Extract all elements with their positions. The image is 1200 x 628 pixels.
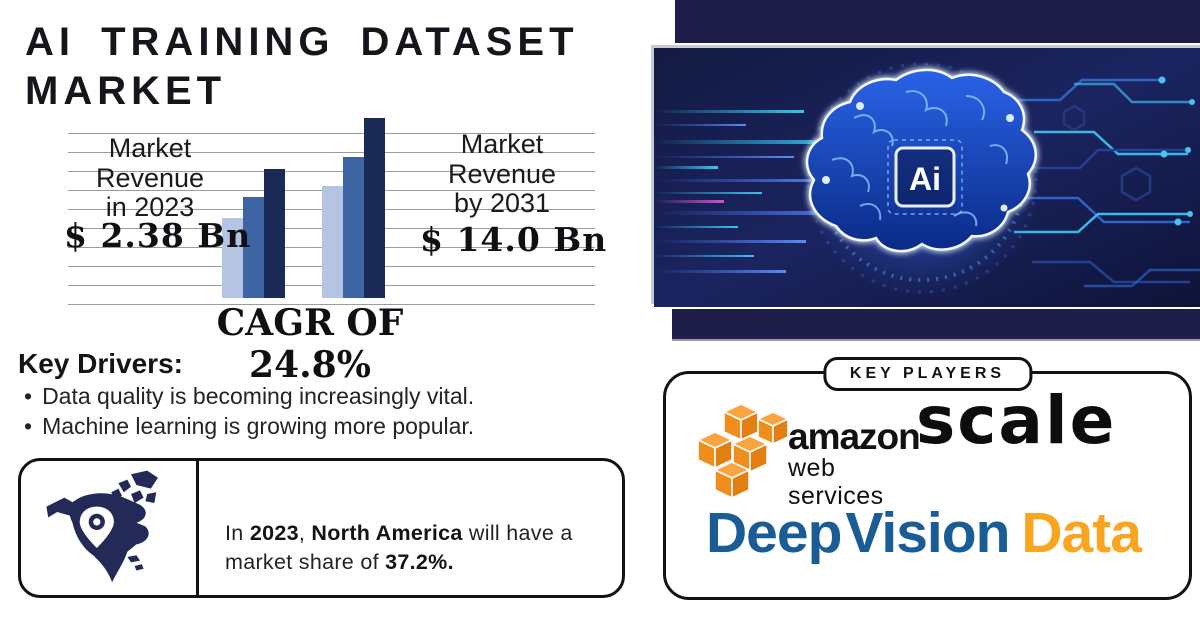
ai-brain-hero-image: Ai [651, 45, 1200, 307]
region-share-value: 37.2%. [385, 549, 454, 574]
region-share-card: In 2023, North America will have a marke… [18, 458, 625, 598]
key-drivers-heading: Key Drivers: [18, 348, 183, 379]
chart-label-2023-l1: Market [108, 133, 192, 163]
aws-cubes-icon [697, 403, 789, 499]
deepvision-word1: Deep [706, 501, 842, 565]
bullet-icon: • [24, 413, 33, 439]
deepvision-data-logo: DeepVision Data [706, 500, 1142, 566]
scale-logo: scale [916, 382, 1117, 459]
revenue-2031-value: $ 14.0 Bn [420, 220, 608, 259]
chart-label-2023: Market Revenue in 2023 [55, 133, 245, 223]
navy-divider-band [672, 309, 1200, 341]
region-text-part: will have a market share of [225, 520, 573, 574]
speed-streaks [654, 110, 869, 273]
bullet-icon: • [24, 383, 33, 409]
page-title-line2: MARKET [25, 68, 227, 113]
revenue-2023-value: $ 2.38 Bn [64, 216, 252, 255]
ai-chip-icon: Ai [887, 139, 963, 215]
page-title: AI TRAINING DATASET MARKET [25, 18, 579, 116]
circuit-traces [1010, 76, 1200, 288]
page-title-line1: AI TRAINING DATASET [25, 20, 579, 64]
chart-label-2031-l1: Market [460, 129, 544, 159]
divider [196, 461, 199, 595]
key-driver-item: • Data quality is becoming increasingly v… [24, 383, 474, 410]
ai-chip-label: Ai [909, 161, 941, 197]
north-america-map-icon [46, 470, 158, 583]
aws-wordmark: amazon web services [788, 416, 921, 510]
navy-header-block [675, 0, 1200, 43]
region-name: North America [311, 520, 463, 545]
region-year: 2023 [249, 520, 299, 545]
ai-brain-artwork: Ai [654, 48, 1200, 307]
deepvision-word2: Vision [845, 501, 1010, 565]
aws-amazon-text: amazon [788, 416, 921, 457]
cagr-text: CAGR OF 24.8% [216, 302, 404, 386]
chart-label-2031-l2: Revenue [447, 158, 557, 189]
key-players-card: KEY PLAYERS [663, 357, 1192, 600]
chart-label-2031: Market Revenue by 2031 [407, 129, 597, 219]
region-statement: In 2023, North America will have a marke… [225, 519, 605, 577]
aws-logo: amazon web services [697, 402, 921, 509]
key-players-badge: KEY PLAYERS [822, 357, 1033, 391]
region-text-part: In [225, 520, 250, 545]
chart-label-2031-l3: by 2031 [453, 188, 551, 219]
key-driver-text: Data quality is becoming increasingly vi… [42, 383, 475, 409]
chart-label-2023-l3: in 2023 [105, 192, 195, 223]
key-driver-item: • Machine learning is growing more popula… [24, 413, 474, 440]
deepvision-word3: Data [1021, 501, 1142, 565]
aws-webservices-text: web services [788, 454, 884, 510]
chart-label-2023-l2: Revenue [95, 162, 205, 193]
key-driver-text: Machine learning is growing more popular… [42, 413, 475, 439]
region-text-part: , [298, 520, 312, 545]
